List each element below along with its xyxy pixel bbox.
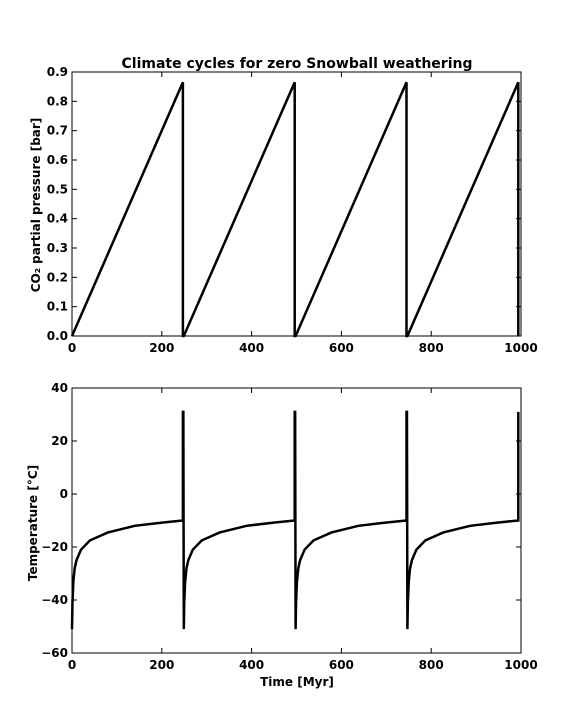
x-tick-label: 800 bbox=[419, 341, 444, 355]
y-tick-label: −60 bbox=[41, 646, 68, 660]
x-tick-label: 1000 bbox=[504, 658, 537, 672]
chart-title: Climate cycles for zero Snowball weather… bbox=[122, 56, 473, 72]
x-tick-label: 600 bbox=[329, 341, 354, 355]
y-tick-label: 40 bbox=[51, 381, 68, 395]
y-tick-label: 0.9 bbox=[47, 65, 68, 79]
y-tick-label: 0.8 bbox=[47, 94, 68, 108]
axes-frame bbox=[71, 71, 522, 337]
x-tick-label: 400 bbox=[239, 341, 264, 355]
temperature-ylabel: Temperature [°C] bbox=[26, 465, 40, 581]
y-tick-label: 0.1 bbox=[47, 300, 68, 314]
y-tick-label: 0.3 bbox=[47, 241, 68, 255]
y-tick-label: 20 bbox=[51, 434, 68, 448]
y-tick-label: 0.2 bbox=[47, 270, 68, 284]
x-tick-label: 1000 bbox=[504, 341, 537, 355]
co2-ylabel: CO₂ partial pressure [bar] bbox=[29, 118, 43, 293]
y-tick-label: 0.5 bbox=[47, 182, 68, 196]
temperature-plot-area: 0 200 400 600 800 1000 −60 −40 −20 0 20 40 bbox=[41, 381, 537, 672]
time-xlabel: Time [Myr] bbox=[260, 675, 334, 689]
y-tick-label: 0.0 bbox=[47, 329, 68, 343]
x-tick-label: 0 bbox=[68, 658, 76, 672]
y-tick-label: 0 bbox=[60, 487, 68, 501]
y-tick-label: 0.4 bbox=[47, 212, 68, 226]
y-tick-label: −40 bbox=[41, 593, 68, 607]
temperature-panel: Temperature [°C] Time [Myr] 0 200 400 600 80… bbox=[26, 381, 538, 689]
co2-plot-area: 0 200 400 600 800 1000 0.0 0.1 0.2 0.3 0.4 0.5 0.6 0.… bbox=[47, 65, 538, 355]
y-tick-label: 0.7 bbox=[47, 124, 68, 138]
axes-frame bbox=[71, 387, 522, 654]
x-tick-label: 200 bbox=[149, 341, 174, 355]
x-tick-label: 800 bbox=[419, 658, 444, 672]
y-tick-label: −20 bbox=[41, 540, 68, 554]
co2-panel: Climate cycles for zero Snowball weather… bbox=[29, 56, 538, 355]
x-tick-label: 200 bbox=[149, 658, 174, 672]
x-tick-label: 400 bbox=[239, 658, 264, 672]
series-line-1 bbox=[70, 410, 520, 630]
y-tick-label: 0.6 bbox=[47, 153, 68, 167]
x-tick-label: 600 bbox=[329, 658, 354, 672]
x-tick-label: 0 bbox=[68, 341, 76, 355]
series-line-1 bbox=[70, 81, 520, 338]
